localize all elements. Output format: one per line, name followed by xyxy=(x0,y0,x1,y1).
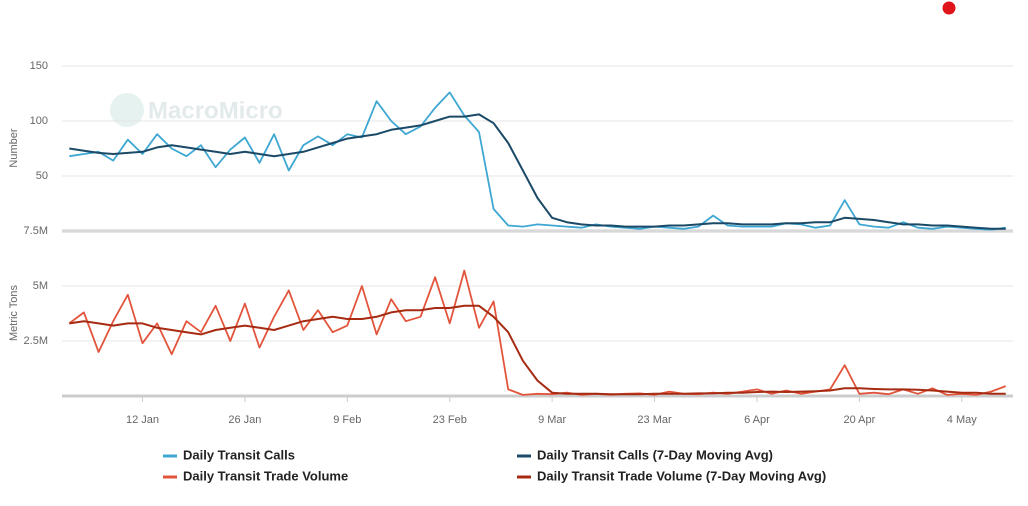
x-tick-label: 9 Feb xyxy=(333,414,361,426)
y-axis-title: Metric Tons xyxy=(8,284,20,341)
x-tick-label: 23 Mar xyxy=(637,414,672,426)
watermark-logo xyxy=(110,93,144,127)
legend-label: Daily Transit Trade Volume (7-Day Moving… xyxy=(537,468,826,483)
x-tick-label: 9 Mar xyxy=(538,414,566,426)
y-tick-label: 100 xyxy=(30,115,48,127)
x-tick-label: 12 Jan xyxy=(126,414,159,426)
y-tick-label: 2.5M xyxy=(24,335,48,347)
y-tick-label: 50 xyxy=(36,170,48,182)
y-tick-label: 7.5M xyxy=(24,225,48,237)
series-line xyxy=(69,91,1006,231)
status-dot xyxy=(942,1,956,15)
x-tick-label: 26 Jan xyxy=(228,414,261,426)
x-tick-label: 4 May xyxy=(947,414,977,426)
series-line xyxy=(69,304,1006,396)
y-tick-label: 5M xyxy=(33,280,48,292)
watermark: MacroMicro xyxy=(148,97,283,124)
series-line xyxy=(69,113,1006,230)
y-axis-title: Number xyxy=(8,128,20,167)
legend-label: Daily Transit Calls xyxy=(183,447,295,462)
y-tick-label: 150 xyxy=(30,60,48,72)
legend-label: Daily Transit Calls (7-Day Moving Avg) xyxy=(537,447,773,462)
x-tick-label: 6 Apr xyxy=(744,414,770,426)
x-tick-label: 20 Apr xyxy=(843,414,875,426)
x-tick-label: 23 Feb xyxy=(433,414,467,426)
legend-label: Daily Transit Trade Volume xyxy=(183,468,348,483)
